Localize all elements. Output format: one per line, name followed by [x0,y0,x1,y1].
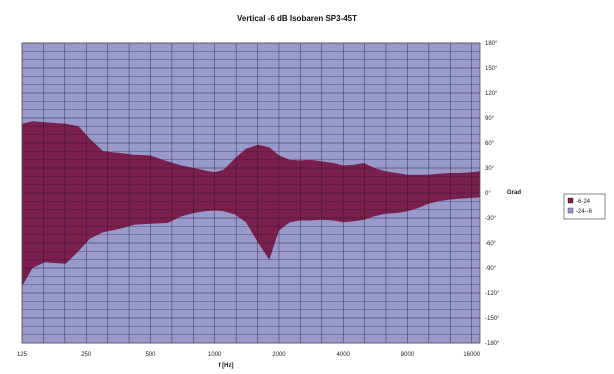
chart-title: Vertical -6 dB Isobaren SP3-45T [237,14,357,23]
legend-swatch-0 [567,197,574,204]
y-axis-label: Grad [507,190,521,196]
y-tick-label: 180° [485,41,498,47]
y-tick-label: -30° [485,216,497,222]
x-tick-label: 16000 [463,352,480,358]
y-tick-label: -60° [485,241,497,247]
x-tick-label: 250 [81,352,92,358]
legend-swatch-1 [567,207,574,214]
y-tick-label: 120° [485,91,498,97]
x-tick-label: 8000 [401,352,415,358]
legend-label-0: -6-24 [576,199,591,205]
legend-box [563,193,606,220]
x-axis-ticks: 125 250 500 1000 2000 4000 8000 16000 [17,352,481,358]
legend-label-1: -24--6 [576,209,593,215]
y-tick-label: 60° [485,141,495,147]
y-tick-label: 150° [485,66,498,72]
y-tick-label: -120° [485,291,500,297]
x-tick-label: 1000 [208,352,222,358]
y-tick-label: -180° [485,341,500,347]
x-axis-label: f [Hz] [219,363,234,369]
x-tick-label: 4000 [337,352,351,358]
y-axis-ticks: 180° 150° 120° 90° 60° 30° 0° -30° -60° -90° -120°… [485,41,500,347]
gridlines [21,42,480,344]
y-tick-label: -90° [485,266,497,272]
x-tick-label: 2000 [272,352,286,358]
band-area [22,121,480,287]
x-tick-label: 125 [17,352,28,358]
plot-border [21,42,481,344]
y-tick-label: 90° [485,116,495,122]
y-tick-label: 0° [485,191,491,197]
y-tick-label: -150° [485,316,500,322]
legend: -6-24 -24--6 [563,193,606,220]
y-tick-label: 30° [485,166,495,172]
x-tick-label: 500 [145,352,156,358]
